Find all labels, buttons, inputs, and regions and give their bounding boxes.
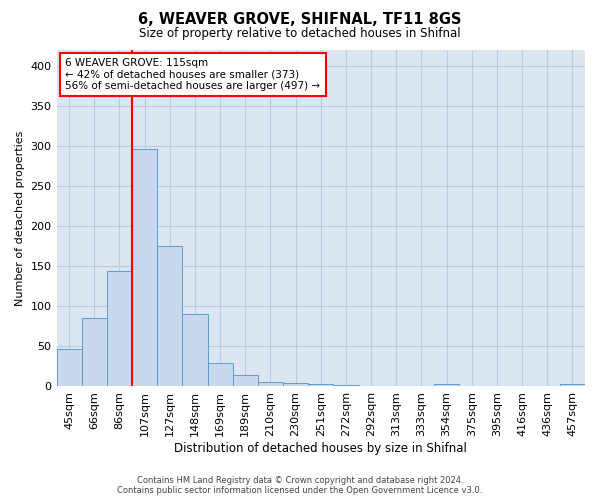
Bar <box>233 375 258 386</box>
Bar <box>434 384 459 386</box>
Bar <box>208 363 233 386</box>
Bar <box>157 246 182 386</box>
Bar <box>283 384 308 386</box>
Text: Contains HM Land Registry data © Crown copyright and database right 2024.
Contai: Contains HM Land Registry data © Crown c… <box>118 476 482 495</box>
Text: 6 WEAVER GROVE: 115sqm
← 42% of detached houses are smaller (373)
56% of semi-de: 6 WEAVER GROVE: 115sqm ← 42% of detached… <box>65 58 320 91</box>
Y-axis label: Number of detached properties: Number of detached properties <box>15 130 25 306</box>
Text: 6, WEAVER GROVE, SHIFNAL, TF11 8GS: 6, WEAVER GROVE, SHIFNAL, TF11 8GS <box>138 12 462 28</box>
X-axis label: Distribution of detached houses by size in Shifnal: Distribution of detached houses by size … <box>175 442 467 455</box>
Bar <box>82 318 107 386</box>
Bar <box>308 384 334 386</box>
Bar <box>334 385 359 386</box>
Bar <box>182 314 208 386</box>
Bar <box>560 384 585 386</box>
Bar <box>56 349 82 387</box>
Bar <box>258 382 283 386</box>
Text: Size of property relative to detached houses in Shifnal: Size of property relative to detached ho… <box>139 28 461 40</box>
Bar <box>107 271 132 386</box>
Bar <box>132 148 157 386</box>
